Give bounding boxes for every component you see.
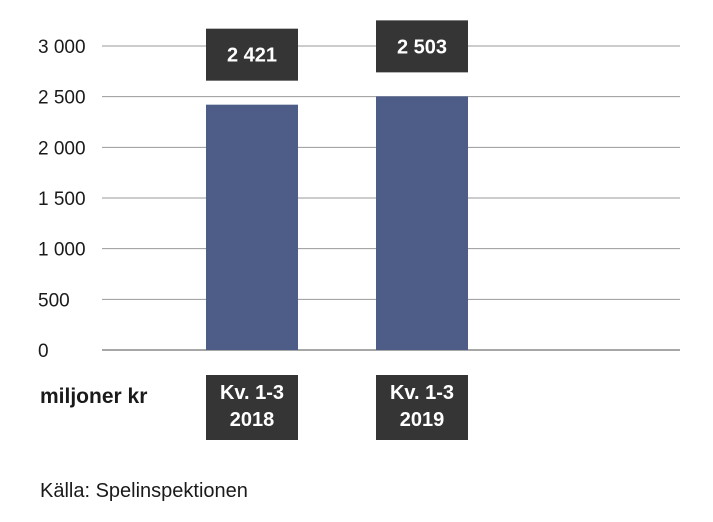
bar-chart: 0 500 1 000 1 500 2 000 2 500 3 000 2 421 Kv. 1-… [38, 20, 680, 440]
y-tick-label: 500 [38, 290, 70, 311]
y-tick-label: 0 [38, 341, 49, 362]
y-tick-label: 1 500 [38, 189, 86, 210]
category-label-box [206, 375, 298, 440]
y-tick-label: 3 000 [38, 37, 86, 58]
value-label: 2 421 [227, 45, 277, 67]
bar [206, 104, 298, 350]
category-label: Kv. 1-3 [390, 382, 454, 404]
category-label: 2018 [230, 409, 275, 431]
source-note: Källa: Spelinspektionen [40, 480, 248, 502]
y-tick-label: 2 000 [38, 138, 86, 159]
bar [376, 96, 468, 350]
value-label: 2 503 [397, 36, 447, 58]
y-axis-unit-label: miljoner kr [40, 385, 148, 408]
y-tick-label: 2 500 [38, 88, 86, 109]
value-label-box [376, 20, 468, 73]
y-tick-label: 1 000 [38, 240, 86, 261]
category-label: Kv. 1-3 [220, 382, 284, 404]
category-label: 2019 [400, 409, 445, 431]
value-label-box [206, 28, 298, 81]
category-label-box [376, 375, 468, 440]
